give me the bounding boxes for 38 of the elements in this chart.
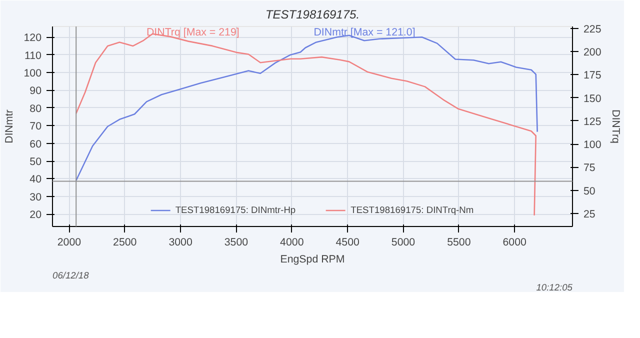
x-tick-label: 5000	[391, 236, 416, 248]
y-tick-label: 120	[24, 32, 42, 44]
x-tick-label: 5500	[447, 236, 471, 248]
y-tick-label: 100	[24, 68, 42, 80]
y2-tick-label: 150	[584, 92, 602, 105]
y2-tick-label: 200	[584, 46, 602, 58]
y2-tick-label: 175	[584, 70, 602, 82]
y2-tick-label: 75	[584, 162, 596, 174]
y-tick-label: 90	[30, 85, 42, 98]
x-tick-label: 2000	[57, 236, 82, 248]
x-tick-label: 4500	[336, 236, 360, 248]
y2-tick-label: 125	[584, 116, 602, 128]
y-tick-label: 40	[30, 174, 42, 186]
chart-title: TEST198169175.	[265, 8, 360, 22]
x-tick-label: 6000	[502, 236, 527, 248]
y-tick-label: 20	[30, 209, 42, 222]
x-tick-label: 2500	[113, 236, 137, 248]
y-tick-label: 50	[30, 156, 42, 168]
legend-label: TEST198169175: DINmtr-Hp	[175, 205, 296, 215]
y-tick-label: 30	[30, 191, 42, 204]
annotation: DINmtr [Max = 121.0]	[314, 26, 416, 38]
y2-tick-label: 225	[584, 23, 602, 36]
y-tick-label: 110	[24, 50, 42, 62]
y2-axis-title: DINTrq	[609, 110, 622, 144]
y-tick-label: 80	[30, 102, 42, 115]
x-tick-label: 3500	[224, 236, 248, 248]
y2-tick-label: 100	[584, 139, 602, 152]
y-axis-title: DINmtr	[4, 109, 16, 144]
y2-tick-label: 50	[584, 185, 596, 198]
x-tick-label: 4000	[280, 236, 304, 248]
legend-label: TEST198169175: DINTrq-Nm	[350, 205, 474, 215]
y-tick-label: 70	[30, 120, 42, 133]
y2-tick-label: 25	[584, 208, 596, 221]
text: 10:12:05	[536, 282, 574, 292]
y-tick-label: 60	[30, 138, 42, 150]
x-axis-title: EngSpd RPM	[280, 254, 345, 266]
x-tick-label: 3000	[168, 236, 192, 248]
text: 06/12/18	[52, 270, 90, 280]
